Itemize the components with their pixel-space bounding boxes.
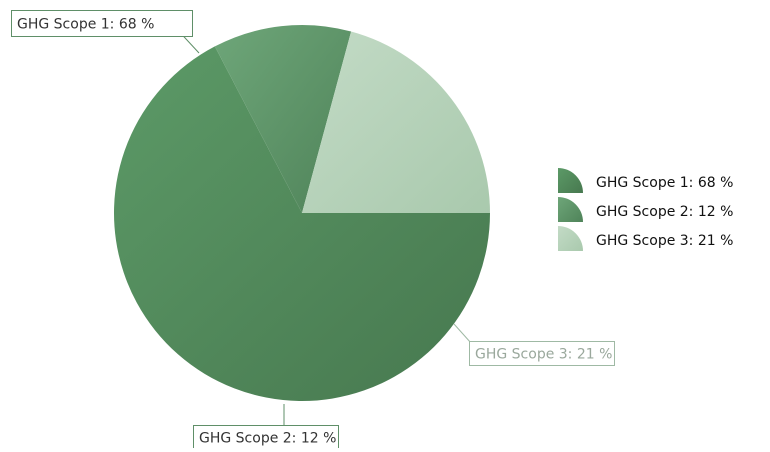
legend-item-ghg-scope-1-68: GHG Scope 1: 68 % <box>558 168 733 193</box>
callout-box <box>193 425 339 450</box>
legend-label: GHG Scope 1: 68 % <box>596 175 733 191</box>
callout-ghg-scope-2-12: GHG Scope 2: 12 % <box>193 404 339 450</box>
legend-item-ghg-scope-2-12: GHG Scope 2: 12 % <box>558 197 733 222</box>
slice-callouts: GHG Scope 1: 68 % GHG Scope 2: 12 % GHG Sc… <box>11 10 615 450</box>
callout-box <box>469 341 615 366</box>
legend-label: GHG Scope 3: 21 % <box>596 233 733 249</box>
callout-ghg-scope-1-68: GHG Scope 1: 68 % <box>11 10 200 54</box>
callout-leader-line <box>453 323 472 344</box>
legend-label: GHG Scope 2: 12 % <box>596 204 733 220</box>
callout-label: GHG Scope 2: 12 % <box>199 431 336 447</box>
legend-swatch-icon <box>558 197 583 222</box>
pie-slice-ghg-scope-1-68 <box>113 46 491 401</box>
callout-box <box>11 10 193 37</box>
callout-label: GHG Scope 1: 68 % <box>17 17 154 33</box>
legend-item-ghg-scope-3-21: GHG Scope 3: 21 % <box>558 226 733 251</box>
legend-swatch-icon <box>558 226 583 251</box>
pie-slice-ghg-scope-3-21 <box>302 31 490 214</box>
pie-slices <box>113 24 491 401</box>
legend: GHG Scope 1: 68 % GHG Scope 2: 12 % GHG Sc… <box>558 168 733 251</box>
callout-ghg-scope-3-21: GHG Scope 3: 21 % <box>453 323 615 366</box>
callout-label: GHG Scope 3: 21 % <box>475 347 612 363</box>
legend-swatch-icon <box>558 168 583 193</box>
pie-slice-ghg-scope-2-12 <box>214 24 352 214</box>
